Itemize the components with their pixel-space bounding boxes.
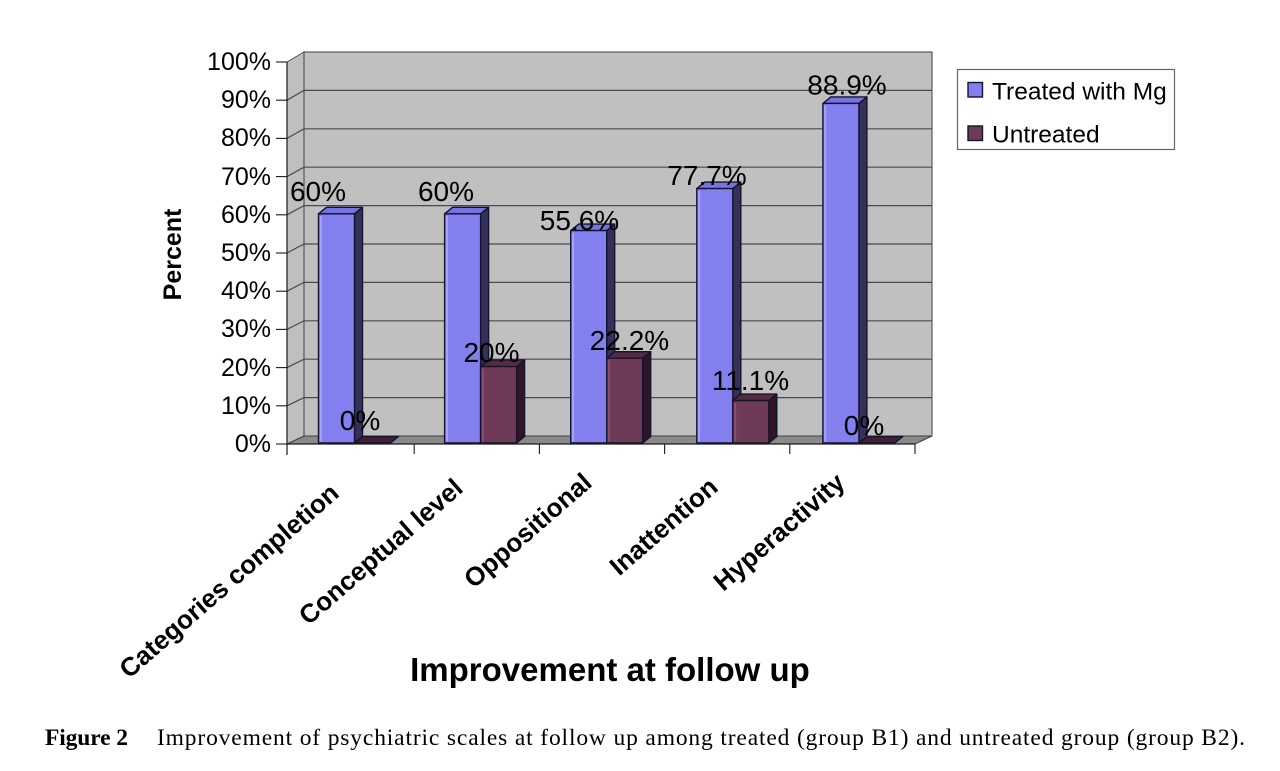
svg-text:0%: 0% (844, 410, 884, 441)
svg-text:0%: 0% (340, 405, 380, 436)
svg-text:22.2%: 22.2% (590, 325, 669, 356)
svg-text:40%: 40% (221, 277, 271, 305)
svg-text:60%: 60% (418, 176, 474, 207)
svg-text:11.1%: 11.1% (712, 365, 789, 396)
svg-text:Improvement at follow up: Improvement at follow up (410, 651, 810, 688)
svg-text:60%: 60% (290, 176, 346, 207)
svg-text:Inattention: Inattention (603, 471, 723, 581)
svg-text:Categories completion: Categories completion (113, 477, 344, 684)
svg-text:Percent: Percent (159, 208, 187, 300)
svg-text:0%: 0% (235, 430, 271, 458)
svg-text:Figure 2: Figure 2 (45, 725, 128, 751)
svg-text:10%: 10% (221, 392, 271, 420)
svg-text:50%: 50% (221, 239, 271, 267)
svg-text:100%: 100% (207, 48, 271, 76)
svg-text:Hyperactivity: Hyperactivity (708, 467, 851, 597)
svg-text:77.7%: 77.7% (667, 160, 746, 191)
svg-text:Improvement of psychiatric sca: Improvement of psychiatric scales at fol… (157, 725, 1245, 751)
svg-text:Treated with Mg: Treated with Mg (992, 79, 1167, 106)
svg-text:88.9%: 88.9% (807, 70, 886, 101)
svg-text:20%: 20% (463, 337, 519, 368)
svg-text:20%: 20% (221, 354, 271, 382)
svg-text:55.6%: 55.6% (540, 205, 619, 236)
svg-text:60%: 60% (221, 201, 271, 229)
svg-text:90%: 90% (221, 86, 271, 114)
svg-text:80%: 80% (221, 124, 271, 152)
svg-text:30%: 30% (221, 315, 271, 343)
svg-text:Oppositional: Oppositional (458, 467, 598, 594)
svg-text:Untreated: Untreated (992, 122, 1100, 149)
svg-text:70%: 70% (221, 163, 271, 191)
